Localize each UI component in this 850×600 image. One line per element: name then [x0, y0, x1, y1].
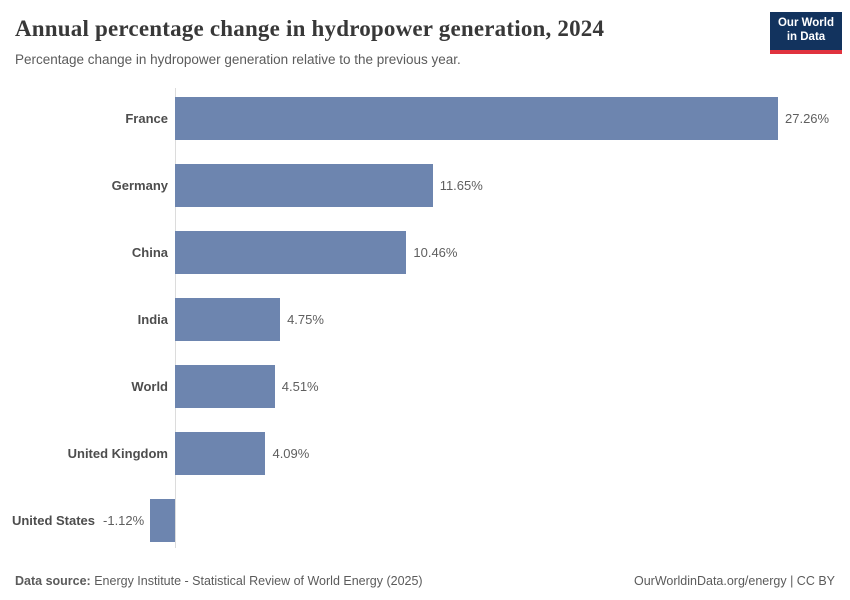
value-label: 11.65%: [439, 178, 483, 193]
category-label: Germany: [111, 178, 168, 193]
value-label: 4.09%: [272, 446, 310, 461]
bar-row-united-states: United States -1.12%: [0, 499, 850, 542]
bar-united-states[interactable]: [150, 499, 175, 542]
bar-row-world: World 4.51%: [0, 365, 850, 408]
bar-world[interactable]: [175, 365, 275, 408]
data-source-text: Energy Institute - Statistical Review of…: [90, 574, 423, 588]
bar-row-germany: Germany 11.65%: [0, 164, 850, 207]
category-label: France: [125, 111, 168, 126]
owid-logo[interactable]: Our World in Data: [770, 12, 842, 54]
bar-india[interactable]: [175, 298, 281, 341]
bar-germany[interactable]: [175, 164, 433, 207]
owid-logo-line2: in Data: [786, 31, 826, 43]
negative-label-group: United States -1.12%: [0, 499, 144, 542]
bar-france[interactable]: [175, 97, 778, 140]
bar-row-india: India 4.75%: [0, 298, 850, 341]
category-label: World: [131, 379, 168, 394]
value-label: 10.46%: [413, 245, 458, 260]
category-label: United States: [11, 513, 96, 528]
value-label: -1.12%: [103, 513, 145, 528]
chart-footer: Data source: Energy Institute - Statisti…: [15, 574, 835, 588]
value-label: 27.26%: [785, 111, 830, 126]
bar-united-kingdom[interactable]: [175, 432, 266, 475]
value-label: 4.75%: [287, 312, 324, 327]
chart-title: Annual percentage change in hydropower g…: [15, 16, 605, 41]
category-label: United Kingdom: [67, 446, 168, 461]
value-label: 4.51%: [281, 379, 319, 394]
category-label: China: [131, 245, 168, 260]
data-source-label: Data source:: [15, 574, 91, 588]
owid-url-link[interactable]: OurWorldinData.org/energy | CC BY: [633, 574, 835, 588]
bar-row-china: China 10.46%: [0, 231, 850, 274]
owid-logo-line1: Our World: [777, 17, 834, 30]
chart-subtitle: Percentage change in hydropower generati…: [15, 52, 461, 67]
bar-china[interactable]: [175, 231, 407, 274]
bar-row-united-kingdom: United Kingdom 4.09%: [0, 432, 850, 475]
data-source: Data source: Energy Institute - Statisti…: [15, 574, 423, 588]
bar-row-france: France 27.26%: [0, 97, 850, 140]
bar-chart: France 27.26% Germany 11.65% China 10.46% Indi…: [0, 88, 850, 548]
category-label: India: [137, 312, 168, 327]
